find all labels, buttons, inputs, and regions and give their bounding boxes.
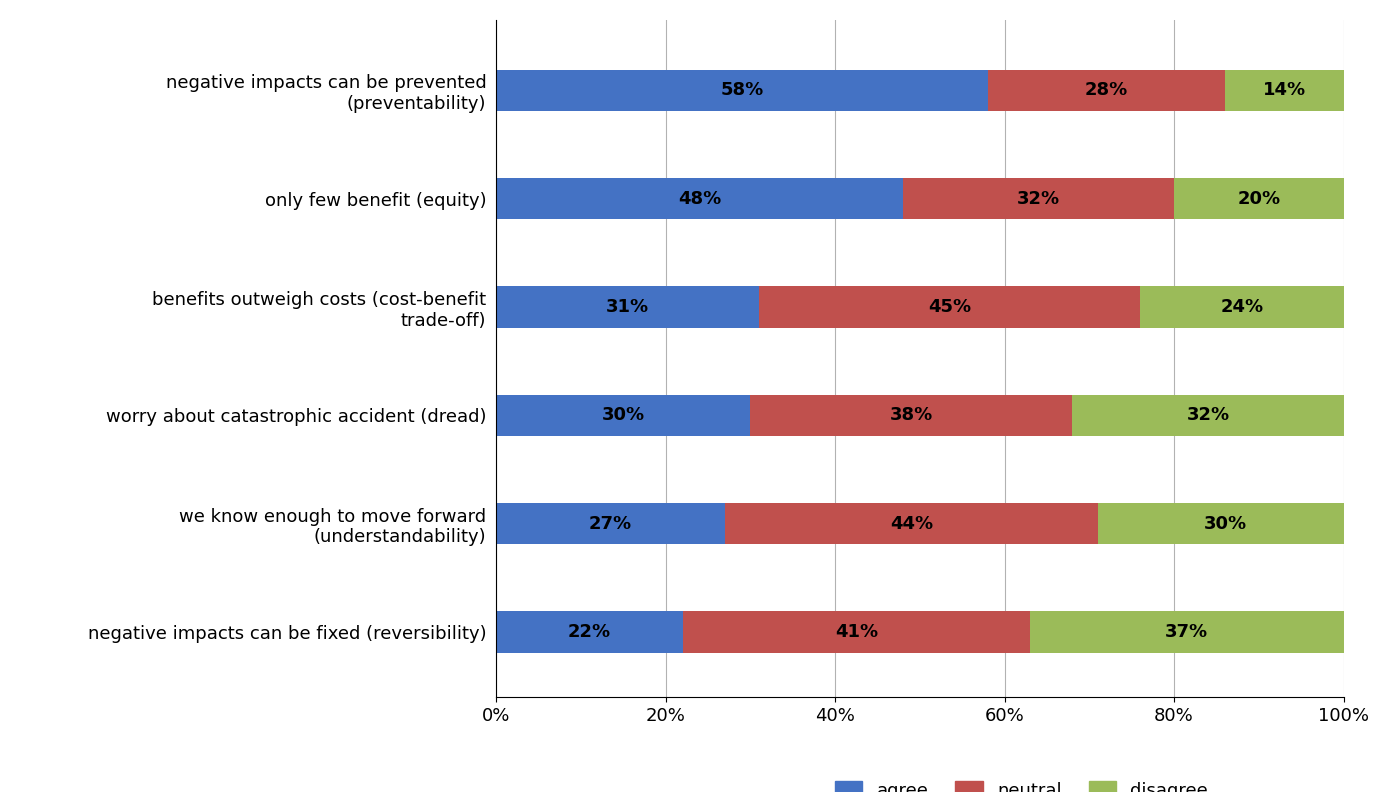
Text: 37%: 37% bbox=[1166, 623, 1209, 641]
Legend: agree, neutral, disagree: agree, neutral, disagree bbox=[828, 774, 1215, 792]
Bar bbox=[759, 287, 1140, 328]
Text: 58%: 58% bbox=[721, 82, 763, 99]
Text: 24%: 24% bbox=[1221, 298, 1264, 316]
Bar bbox=[1225, 70, 1344, 111]
Bar bbox=[496, 178, 903, 219]
Text: 14%: 14% bbox=[1262, 82, 1306, 99]
Bar bbox=[682, 611, 1029, 653]
Bar bbox=[496, 611, 682, 653]
Bar bbox=[496, 394, 750, 436]
Text: 30%: 30% bbox=[602, 406, 645, 425]
Text: 27%: 27% bbox=[588, 515, 633, 532]
Bar bbox=[1140, 287, 1344, 328]
Bar bbox=[988, 70, 1225, 111]
Text: 44%: 44% bbox=[890, 515, 933, 532]
Bar bbox=[496, 70, 988, 111]
Bar bbox=[1174, 178, 1344, 219]
Bar bbox=[1072, 394, 1344, 436]
Text: 20%: 20% bbox=[1237, 189, 1280, 208]
Text: 22%: 22% bbox=[568, 623, 610, 641]
Text: 31%: 31% bbox=[606, 298, 649, 316]
Text: 30%: 30% bbox=[1203, 515, 1247, 532]
Text: 48%: 48% bbox=[678, 189, 721, 208]
Text: 45%: 45% bbox=[927, 298, 971, 316]
Text: 38%: 38% bbox=[890, 406, 933, 425]
Bar bbox=[496, 503, 725, 544]
Bar bbox=[750, 394, 1072, 436]
Bar bbox=[1029, 611, 1344, 653]
Text: 32%: 32% bbox=[1186, 406, 1229, 425]
Text: 32%: 32% bbox=[1017, 189, 1060, 208]
Bar bbox=[1098, 503, 1352, 544]
Bar bbox=[725, 503, 1098, 544]
Text: 41%: 41% bbox=[835, 623, 878, 641]
Text: 28%: 28% bbox=[1084, 82, 1127, 99]
Bar bbox=[496, 287, 759, 328]
Bar bbox=[903, 178, 1174, 219]
